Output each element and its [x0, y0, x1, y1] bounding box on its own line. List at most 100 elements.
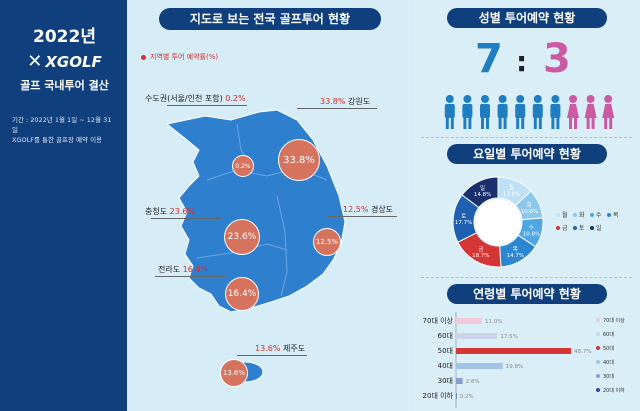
age-bar	[456, 363, 503, 369]
report-heading: 골프 국내투어 결산	[20, 79, 109, 92]
age-bar-chart: 70대 이상 11.0% 60대 17.5% 50대 48.7% 40대 19.8% 30대 2.…	[423, 312, 625, 408]
weekday-legend-item: 일	[590, 223, 607, 232]
age-bar	[456, 393, 457, 399]
legend-swatch-icon	[573, 212, 577, 217]
bubble-capital: 0.2%	[232, 155, 254, 177]
leader-line-chungcheong	[151, 218, 221, 219]
bubble-chungcheong: 23.6%	[224, 219, 260, 255]
brand-logo: ✕ XGOLF	[12, 51, 117, 72]
weekday-legend-item: 월	[556, 210, 573, 219]
age-value-label: 0.2%	[460, 394, 474, 400]
age-value-label: 17.5%	[500, 334, 517, 340]
age-legend-swatch-icon	[596, 346, 600, 350]
leader-line-jeju	[237, 355, 307, 356]
legend-swatch-icon	[556, 225, 560, 230]
weekday-legend-item: 토	[573, 223, 590, 232]
bubble-gangwon: 33.8%	[278, 139, 320, 181]
age-value-label: 19.8%	[506, 364, 523, 370]
leader-line-gangwon	[297, 108, 377, 109]
age-bar	[456, 378, 463, 384]
title-panel: 2022년 ✕ XGOLF 골프 국내투어 결산 기간 : 2022년 1월 1…	[0, 0, 127, 411]
stats-panel: 성별 투어예약 현황 7 : 3 요일별 투어예약 현황 연령별 투어예약 현황	[413, 0, 640, 411]
donut-value-label: 14.7%	[507, 253, 524, 259]
male-person-icon	[480, 95, 490, 129]
leader-line-jeolla	[155, 276, 225, 277]
gender-title: 성별 투어예약 현황	[447, 8, 607, 28]
donut-day-label: 토	[461, 213, 466, 220]
map-panel: 지도로 보는 전국 골프투어 현황 지역별 투어 예약률(%) 수도권(서울/인…	[127, 0, 413, 411]
weekday-legend-label: 일	[596, 225, 602, 232]
male-person-icon	[444, 95, 455, 129]
map-title: 지도로 보는 전국 골프투어 현황	[159, 8, 381, 30]
leader-line-gyeongsang	[327, 216, 397, 217]
region-label-chungcheong: 충청도 23.6%	[145, 207, 196, 216]
map-legend-label: 지역별 투어 예약률(%)	[150, 53, 219, 61]
donut-value-label: 13.0%	[503, 191, 520, 197]
weekday-legend-label: 토	[579, 225, 585, 232]
female-person-icon	[602, 95, 615, 129]
age-legend-label: 30대	[603, 373, 614, 380]
period-note: 기간 : 2022년 1월 1일 ~ 12월 31일	[12, 116, 112, 134]
donut-value-label: 14.8%	[474, 192, 491, 198]
weekday-legend-label: 목	[613, 212, 619, 219]
region-label-jeju: 13.6% 제주도	[255, 344, 306, 353]
bubble-jeju: 13.6%	[220, 359, 248, 387]
donut-day-label: 화	[527, 202, 532, 209]
legend-swatch-icon	[590, 212, 594, 217]
leader-line-capital	[167, 105, 247, 106]
donut-day-label: 일	[480, 184, 485, 192]
age-bar	[456, 348, 572, 354]
gender-pictogram	[444, 95, 615, 129]
age-category-label: 60대	[438, 332, 453, 340]
weekday-legend-item: 금	[556, 223, 573, 232]
gender-ratio: 7 : 3	[413, 36, 640, 86]
female-ratio: 3	[543, 36, 571, 82]
male-ratio: 7	[475, 36, 503, 82]
region-label-gyeongsang: 12.5% 경상도	[343, 205, 394, 214]
female-person-icon	[584, 95, 597, 129]
age-legend-label: 40대	[603, 359, 614, 366]
male-person-icon	[550, 95, 561, 129]
region-label-jeolla: 전라도 16.4%	[158, 265, 209, 274]
weekday-donut-chart: 일14.8% 월13.0% 화10.6% 수10.8% 목14.7% 금18.7% 토17.…	[452, 176, 544, 268]
legend-dot-icon	[141, 54, 146, 60]
age-category-label: 30대	[438, 377, 453, 385]
legend-swatch-icon	[556, 212, 560, 217]
bubble-jeolla: 16.4%	[225, 277, 259, 311]
donut-day-label: 월	[509, 183, 514, 191]
donut-value-label: 10.8%	[523, 231, 540, 237]
weekday-legend-item: 목	[607, 210, 624, 219]
donut-day-label: 목	[513, 246, 518, 253]
weekday-legend-label: 월	[562, 212, 568, 219]
age-legend-swatch-icon	[596, 332, 600, 336]
male-person-icon	[497, 95, 508, 129]
age-title: 연령별 투어예약 현황	[447, 284, 607, 304]
weekday-legend-label: 수	[596, 212, 602, 219]
report-year: 2022년	[33, 27, 96, 47]
donut-value-label: 10.6%	[521, 209, 538, 215]
xgolf-logo-icon: ✕	[27, 51, 43, 72]
brand-name: XGOLF	[45, 52, 102, 71]
region-border-3	[276, 195, 288, 297]
weekday-legend-item: 화	[573, 210, 590, 219]
age-legend-swatch-icon	[596, 388, 600, 392]
age-value-label: 11.0%	[485, 319, 502, 325]
age-category-label: 20대 이하	[423, 391, 454, 400]
weekday-legend-item: 수	[590, 210, 607, 219]
day-title: 요일별 투어예약 현황	[447, 144, 607, 164]
donut-day-label: 수	[529, 224, 534, 231]
map-legend: 지역별 투어 예약률(%)	[141, 52, 218, 62]
legend-swatch-icon	[607, 212, 611, 217]
weekday-legend-label: 화	[579, 212, 585, 219]
ratio-separator: :	[516, 45, 528, 78]
age-legend-label: 20대 이하	[603, 387, 625, 394]
donut-slice-6	[452, 194, 480, 243]
age-category-label: 40대	[438, 362, 453, 370]
region-label-capital: 수도권(서울/인천 포함) 0.2%	[145, 94, 246, 103]
legend-swatch-icon	[573, 225, 577, 230]
age-legend-label: 60대	[603, 331, 614, 338]
source-note: XGOLF를 통한 골프장 예약 이용	[12, 136, 103, 144]
age-legend-label: 50대	[603, 345, 614, 352]
age-legend-swatch-icon	[596, 374, 600, 378]
